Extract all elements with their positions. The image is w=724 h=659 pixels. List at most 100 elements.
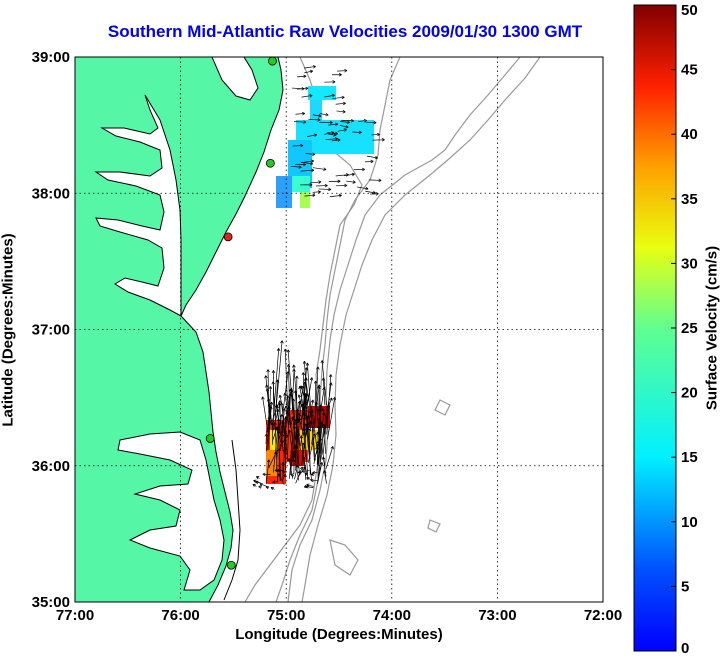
velocity-arrow [290,416,295,427]
station-marker [223,232,233,242]
velocity-arrow [325,137,338,141]
velocity-arrow [353,167,365,172]
velocity-arrow [259,482,268,487]
x-axis-label: Longitude (Degrees:Minutes) [235,626,443,643]
velocity-arrow [325,446,334,469]
velocity-arrow [305,485,314,489]
x-tick-label: 72:00 [584,607,622,624]
velocity-arrow [297,86,309,91]
velocity-arrow [287,429,293,449]
y-tick-labels: 39:00 38:00 37:00 36:00 35:00 [32,49,70,611]
pamlico-sound [117,431,225,591]
colorbar-tick-label: 35 [681,191,698,208]
velocity-arrow [302,360,308,406]
velocity-arrow [365,190,376,195]
velocity-arrow [262,472,271,477]
velocity-arrow [275,404,281,434]
velocity-arrow [331,72,342,77]
velocity-arrow [295,375,299,438]
velocity-arrow [297,394,305,417]
velocity-arrow [295,111,306,116]
velocity-arrow [274,379,280,429]
colorbar-tick-label: 20 [681,385,698,402]
radar-stations [205,57,277,570]
velocity-arrow [372,138,385,142]
velocity-arrow [327,133,337,137]
y-tick-label: 37:00 [32,322,70,339]
velocity-arrow [304,193,316,198]
velocity-arrow [297,470,302,475]
velocity-arrow [252,483,257,487]
velocity-arrow [265,406,273,452]
colorbar-tick-label: 10 [681,514,698,531]
velocity-arrow [271,370,276,430]
velocity-arrow [371,132,380,137]
x-tick-label: 77:00 [56,607,94,624]
velocity-arrow [264,433,269,444]
velocity-arrow [318,187,332,192]
velocity-arrow [306,133,318,137]
velocity-arrow [312,114,322,118]
velocity-arrow [303,65,316,69]
velocity-arrow [290,473,295,477]
x-tick-label: 75:00 [267,607,305,624]
velocity-arrow [307,399,315,429]
velocity-arrow [297,385,305,439]
delaware-bay [211,57,259,101]
bathymetry-contours [244,57,541,602]
velocity-arrow [311,385,321,445]
velocity-arrow [258,485,262,489]
velocity-arrow [295,162,307,167]
velocity-arrow [278,400,282,425]
plot-frame [74,56,604,603]
velocity-arrow [313,380,318,407]
velocity-arrow [304,69,314,74]
colorbar-tick-label: 15 [681,449,698,466]
velocity-arrow [295,429,300,473]
velocity-arrow [306,483,314,487]
velocity-arrow [335,183,348,188]
velocity-arrow [341,118,354,123]
velocity-arrow [320,360,328,406]
velocity-arrow [300,183,313,187]
velocity-arrow [294,464,299,480]
x-tick-label: 73:00 [478,607,516,624]
figure-title: Southern Mid-Atlantic Raw Velocities 200… [107,22,583,41]
velocity-arrow [358,119,367,123]
velocity-arrow [282,371,290,409]
velocity-arrow [320,387,326,409]
velocity-arrow [273,348,281,407]
velocity-arrow [303,400,311,459]
velocity-arrow [315,183,328,188]
velocity-arrow [366,155,379,160]
velocity-arrow [324,131,335,135]
velocity-arrow [336,110,346,114]
velocity-arrow [304,472,309,476]
colorbar-tick-label: 40 [681,126,698,143]
velocity-arrow [303,394,311,448]
velocity-arrow [290,165,302,169]
velocity-arrow [253,479,262,484]
colorbar-tick-label: 30 [681,255,698,272]
velocity-arrow [261,396,268,425]
velocity-arrow [282,474,286,478]
velocity-arrow [299,435,307,481]
velocity-arrow [310,409,318,454]
velocity-arrow [318,423,326,477]
velocity-arrow [290,389,295,424]
velocity-arrow [339,125,349,129]
velocity-arrow [324,80,336,84]
velocity-arrow [332,95,345,100]
colorbar-scale [633,4,677,652]
velocity-arrow [272,480,279,484]
velocity-arrow [322,470,327,484]
velocity-arrow [282,470,286,474]
velocity-arrow [365,120,377,125]
velocity-arrow [301,94,313,98]
velocity-arrow [278,394,285,415]
velocity-arrow [308,118,321,122]
velocity-arrow [326,374,333,435]
velocity-arrow [301,161,314,166]
